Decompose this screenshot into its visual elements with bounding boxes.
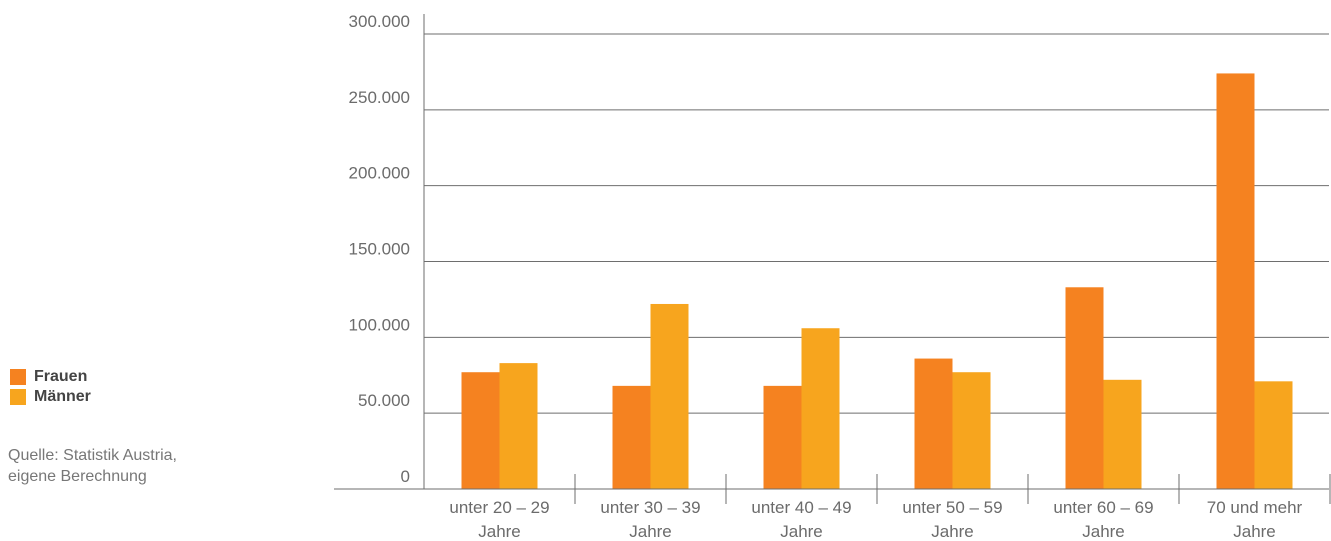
y-tick-label: 150.000 xyxy=(349,240,410,259)
bar-maenner xyxy=(952,372,991,489)
y-tick-label: 0 xyxy=(401,467,410,486)
legend: Frauen Männer xyxy=(10,367,91,407)
gridlines xyxy=(424,33,1329,414)
legend-swatch-frauen xyxy=(10,369,26,385)
x-tick-label-line1: unter 30 – 39 xyxy=(600,498,700,517)
x-tick-label-line2: Jahre xyxy=(780,522,823,541)
x-tick-label-line1: unter 60 – 69 xyxy=(1053,498,1153,517)
x-tick-label-line2: Jahre xyxy=(1233,522,1276,541)
y-tick-label: 250.000 xyxy=(349,88,410,107)
bar-frauen xyxy=(763,385,802,489)
axes xyxy=(334,14,1331,504)
legend-label-maenner: Männer xyxy=(34,388,91,405)
legend-label-frauen: Frauen xyxy=(34,368,88,385)
x-tick-label-line2: Jahre xyxy=(1082,522,1125,541)
source-line-1: Quelle: Statistik Austria, xyxy=(8,447,177,464)
x-tick-label-line1: 70 und mehr xyxy=(1207,498,1303,517)
x-tick-label-line1: unter 20 – 29 xyxy=(449,498,549,517)
y-tick-label: 200.000 xyxy=(349,164,410,183)
y-axis-tick-labels: 0 50.000 100.000 150.000 200.000 250.000 300.0… xyxy=(349,12,410,486)
legend-item-frauen: Frauen xyxy=(10,367,91,387)
x-tick-label-line1: unter 40 – 49 xyxy=(751,498,851,517)
x-axis-category-labels: unter 20 – 29 Jahre unter 30 – 39 Jahre unte… xyxy=(449,498,1302,541)
y-tick-label: 100.000 xyxy=(349,315,410,334)
x-tick-label-line2: Jahre xyxy=(931,522,974,541)
bars xyxy=(461,73,1293,489)
bar-frauen xyxy=(1065,287,1104,489)
bar-frauen xyxy=(612,385,651,489)
y-tick-label: 300.000 xyxy=(349,12,410,31)
x-tick-label-line1: unter 50 – 59 xyxy=(902,498,1002,517)
y-tick-label: 50.000 xyxy=(358,391,410,410)
source-note: Quelle: Statistik Austria, eigene Berech… xyxy=(8,445,268,487)
x-tick-label-line2: Jahre xyxy=(629,522,672,541)
x-tick-label-line2: Jahre xyxy=(478,522,521,541)
bar-maenner xyxy=(499,363,538,489)
legend-item-maenner: Männer xyxy=(10,387,91,407)
bar-frauen xyxy=(914,358,953,489)
source-line-2: eigene Berechnung xyxy=(8,468,147,485)
legend-swatch-maenner xyxy=(10,389,26,405)
bar-maenner xyxy=(1254,381,1293,489)
bar-frauen xyxy=(1216,73,1255,489)
bar-maenner xyxy=(650,303,689,489)
bar-frauen xyxy=(461,372,500,489)
bar-maenner xyxy=(1103,379,1142,489)
bar-maenner xyxy=(801,328,840,489)
